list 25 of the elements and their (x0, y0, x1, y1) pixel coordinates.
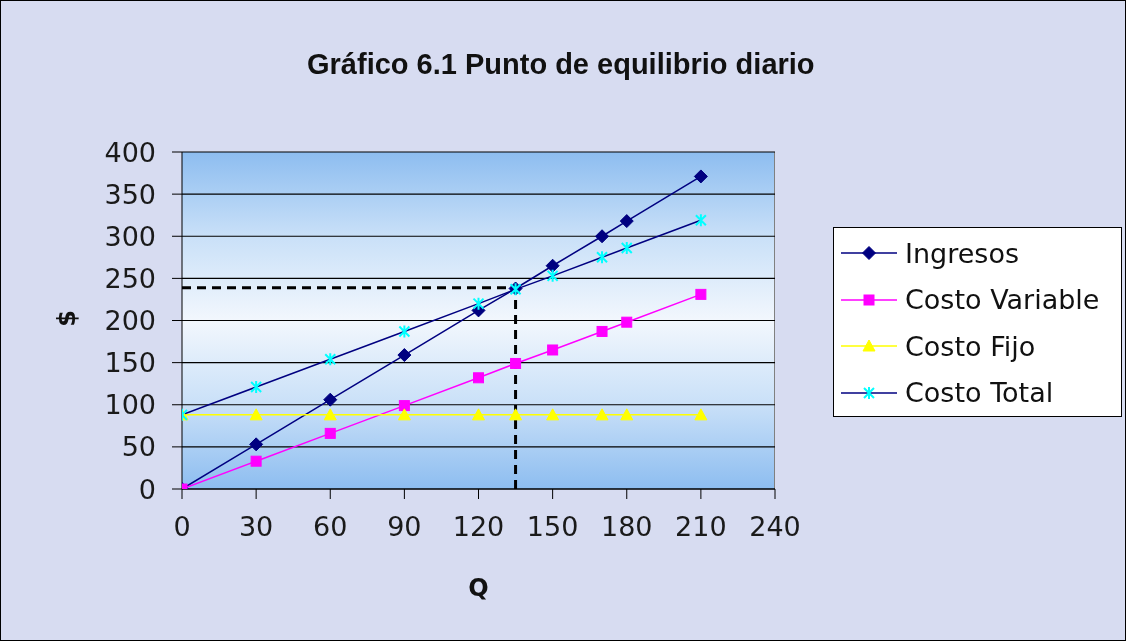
y-axis-title: $ (53, 310, 81, 327)
x-tick-label: 30 (238, 511, 274, 543)
x-tick-label: 90 (387, 511, 422, 543)
y-tick-label: 350 (104, 178, 156, 210)
x-tick-label: 240 (749, 511, 801, 543)
y-tick-label: 0 (138, 473, 156, 505)
y-tick-label: 50 (121, 431, 156, 463)
legend-label: Costo Total (905, 377, 1054, 409)
y-tick-label: 250 (104, 262, 156, 294)
y-tick-label: 150 (104, 347, 156, 379)
x-axis-title: Q (468, 574, 489, 602)
legend-label: Ingresos (905, 237, 1019, 269)
x-tick-label: 180 (600, 511, 653, 543)
x-tick-label: 0 (173, 511, 191, 543)
y-tick-label: 100 (104, 389, 156, 421)
x-tick-label: 60 (313, 511, 348, 543)
x-tick-label: 150 (526, 511, 579, 543)
y-tick-label: 300 (104, 220, 156, 252)
chart-title: Gráfico 6.1 Punto de equilibrio diario (307, 48, 815, 81)
y-tick-label: 400 (104, 136, 156, 168)
y-tick-label: 200 (104, 305, 156, 337)
x-tick-label: 210 (675, 511, 727, 543)
legend-label: Costo Fijo (905, 330, 1036, 362)
legend-label: Costo Variable (905, 284, 1100, 316)
x-tick-label: 120 (452, 511, 505, 543)
